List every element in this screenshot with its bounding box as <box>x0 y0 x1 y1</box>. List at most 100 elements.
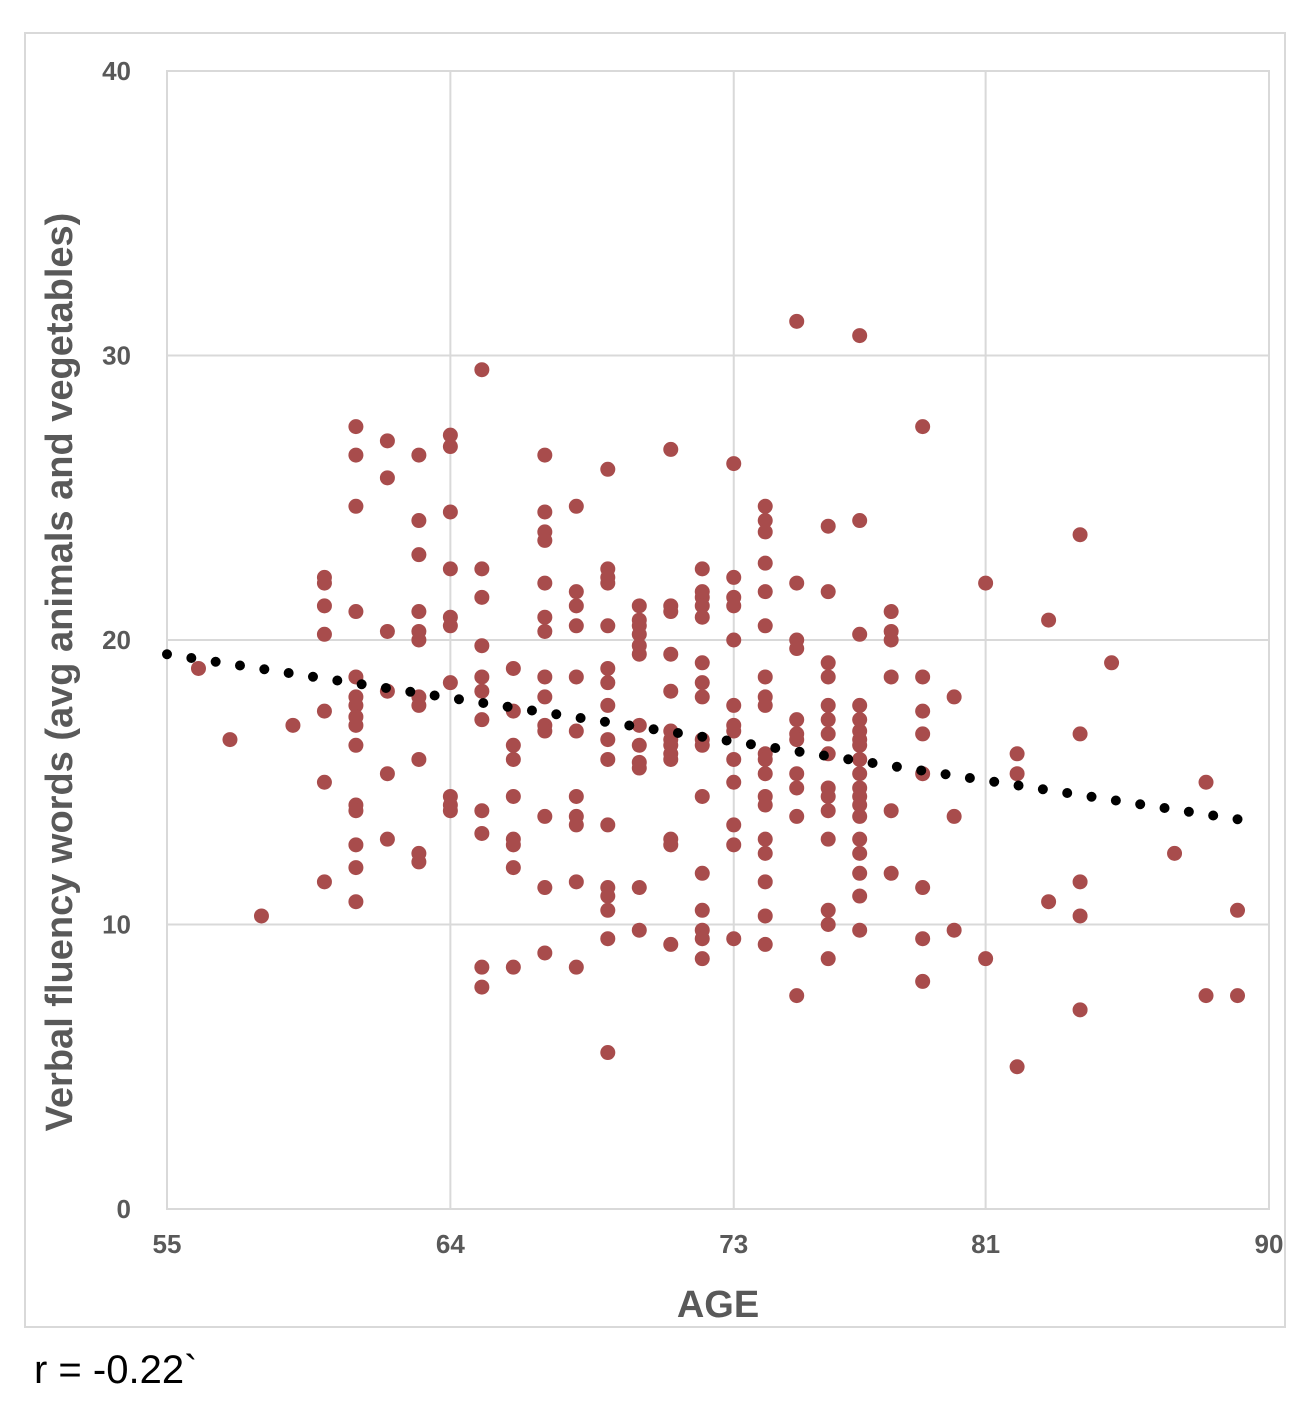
trendline-dot <box>1110 795 1121 806</box>
data-point <box>852 737 868 753</box>
data-point <box>663 604 679 620</box>
data-point <box>757 845 773 861</box>
trendline-dot <box>1135 799 1146 810</box>
data-point <box>505 959 521 975</box>
data-point <box>663 441 679 457</box>
data-point <box>852 808 868 824</box>
data-point <box>789 780 805 796</box>
data-point <box>537 689 553 705</box>
data-point <box>694 609 710 625</box>
data-point <box>442 675 458 691</box>
data-point <box>852 831 868 847</box>
data-point <box>915 703 931 719</box>
data-point <box>631 880 647 896</box>
data-point <box>568 874 584 890</box>
data-point <box>600 1045 616 1061</box>
data-point <box>600 675 616 691</box>
gridlines <box>166 70 1270 1210</box>
trendline-dot <box>599 716 610 727</box>
trendline-dot <box>891 761 902 772</box>
data-point <box>1072 1002 1088 1018</box>
data-point <box>694 788 710 804</box>
data-point <box>411 854 427 870</box>
data-point <box>757 874 773 890</box>
data-point <box>537 447 553 463</box>
data-point <box>568 817 584 833</box>
x-tick-label: 73 <box>719 1229 748 1259</box>
trendline-dot <box>259 664 270 675</box>
data-point <box>694 689 710 705</box>
trendline-dot <box>1062 787 1073 798</box>
data-point <box>663 837 679 853</box>
trendline-dot <box>843 754 854 765</box>
data-point <box>600 931 616 947</box>
data-point <box>1198 774 1214 790</box>
data-point <box>883 803 899 819</box>
data-point <box>568 669 584 685</box>
data-point <box>852 513 868 529</box>
data-point <box>852 888 868 904</box>
data-point <box>600 697 616 713</box>
data-point <box>757 618 773 634</box>
data-point <box>1167 845 1183 861</box>
data-point <box>694 737 710 753</box>
data-point <box>757 584 773 600</box>
data-point <box>820 831 836 847</box>
data-point <box>537 723 553 739</box>
data-point <box>883 632 899 648</box>
data-point <box>474 638 490 654</box>
data-point <box>820 803 836 819</box>
trendline <box>162 649 1243 825</box>
y-tick-label: 0 <box>117 1194 131 1224</box>
data-point <box>316 598 332 614</box>
data-point <box>442 439 458 455</box>
x-tick-label: 64 <box>436 1229 465 1259</box>
data-point <box>789 766 805 782</box>
data-point <box>316 703 332 719</box>
trendline-dot <box>794 746 805 757</box>
data-point <box>915 973 931 989</box>
trendline-dot <box>867 757 878 768</box>
data-point <box>222 732 238 748</box>
data-point <box>568 598 584 614</box>
data-point <box>757 524 773 540</box>
scatter-plot: 0 10 20 30 40 55 64 73 81 90 AGE Verbal fluency w… <box>39 56 1284 1326</box>
data-point <box>1041 612 1057 628</box>
data-point <box>537 609 553 625</box>
data-point <box>537 669 553 685</box>
data-point <box>757 908 773 924</box>
data-point <box>1104 655 1120 671</box>
data-point <box>694 655 710 671</box>
data-point <box>915 669 931 685</box>
data-point <box>726 931 742 947</box>
data-point <box>820 655 836 671</box>
data-point <box>190 660 206 676</box>
data-point <box>505 660 521 676</box>
data-point <box>474 803 490 819</box>
data-points <box>190 313 1246 1075</box>
data-point <box>316 575 332 591</box>
x-tick-label: 90 <box>1255 1229 1284 1259</box>
data-point <box>474 683 490 699</box>
trendline-dot <box>940 769 951 780</box>
data-point <box>726 817 742 833</box>
trendline-dot <box>526 705 537 716</box>
data-point <box>726 632 742 648</box>
data-point <box>253 908 269 924</box>
trendline-dot <box>1159 802 1170 813</box>
data-point <box>379 766 395 782</box>
data-point <box>600 902 616 918</box>
data-point <box>757 936 773 952</box>
data-point <box>600 732 616 748</box>
data-point <box>505 837 521 853</box>
trendline-dot <box>1037 784 1048 795</box>
data-point <box>348 737 364 753</box>
trendline-dot <box>916 765 927 776</box>
trendline-dot <box>648 724 659 735</box>
data-point <box>757 669 773 685</box>
trendline-dot <box>478 697 489 708</box>
data-point <box>789 641 805 657</box>
trendline-dot <box>989 776 1000 787</box>
trendline-dot <box>575 712 586 723</box>
data-point <box>820 726 836 742</box>
